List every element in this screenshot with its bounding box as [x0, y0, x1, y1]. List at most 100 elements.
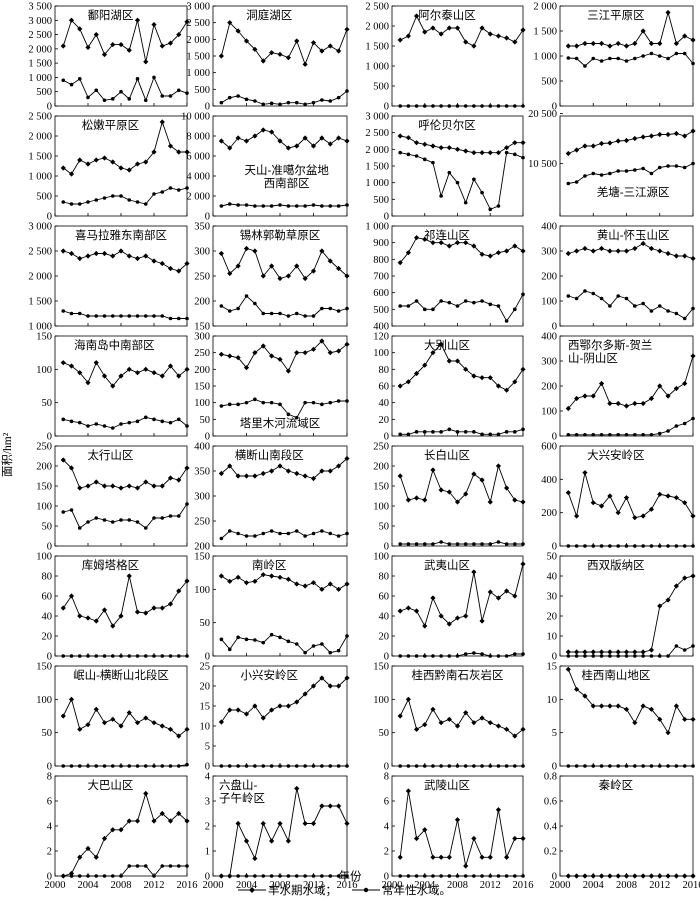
point-circle	[286, 314, 291, 318]
point-diamond	[184, 149, 190, 155]
point-diamond	[413, 140, 420, 146]
point-diamond	[269, 263, 275, 269]
point-diamond	[665, 597, 671, 603]
point-diamond	[665, 250, 671, 257]
point-diamond	[673, 130, 679, 137]
point-circle	[624, 169, 629, 173]
point-circle	[261, 204, 266, 208]
point-circle	[311, 203, 316, 207]
x-tick-label: 2008	[111, 880, 132, 891]
point-diamond	[184, 19, 190, 25]
subplot: 0 10 20 30 40 50 西双版纳区	[547, 552, 696, 663]
y-tick-label: 0	[205, 212, 210, 223]
point-diamond	[582, 40, 588, 47]
y-tick-label: 8	[384, 772, 389, 783]
point-diamond	[446, 145, 452, 151]
y-tick-label: 2 500	[365, 2, 389, 13]
point-circle	[69, 419, 74, 424]
point-circle	[624, 874, 629, 878]
y-tick-label: 2	[47, 847, 52, 858]
point-circle	[447, 874, 452, 878]
point-diamond	[430, 706, 436, 712]
point-diamond	[487, 499, 493, 505]
point-diamond	[143, 610, 149, 616]
x-tick-label: 2012	[649, 880, 670, 891]
point-diamond	[657, 248, 663, 254]
point-diamond	[673, 40, 679, 47]
point-diamond	[504, 854, 510, 860]
point-circle	[185, 424, 189, 428]
point-circle	[119, 194, 123, 198]
point-diamond	[607, 140, 613, 146]
point-diamond	[512, 140, 518, 146]
y-tick-label: 6 000	[186, 152, 210, 163]
point-diamond	[487, 150, 493, 156]
point-circle	[455, 542, 460, 546]
y-tick-label: 0.6	[544, 797, 557, 808]
y-tick-label: 1 000	[365, 222, 389, 233]
point-circle	[328, 531, 333, 536]
x-tick-label: 2016	[337, 880, 358, 891]
y-tick-label: 0.2	[544, 847, 557, 858]
point-diamond	[327, 803, 333, 809]
point-circle	[278, 531, 282, 536]
point-diamond	[285, 838, 291, 844]
point-circle	[480, 874, 484, 878]
y-tick-label: 1 000	[28, 73, 52, 84]
x-tick-label: 2008	[616, 880, 637, 891]
subplot-title: 库姆塔格区	[82, 558, 140, 572]
legend-diamond	[249, 887, 255, 893]
subplot-title: 阿尔泰山区	[418, 8, 476, 22]
y-tick-label: 3 000	[186, 2, 210, 13]
point-circle	[398, 150, 402, 155]
point-circle	[143, 314, 148, 318]
point-circle	[406, 152, 411, 157]
point-diamond	[159, 119, 165, 125]
point-circle	[431, 104, 435, 108]
point-diamond	[294, 38, 300, 44]
point-diamond	[405, 379, 411, 385]
point-circle	[278, 635, 282, 640]
point-circle	[278, 402, 282, 407]
point-circle	[236, 94, 240, 98]
point-circle	[244, 294, 249, 298]
y-tick-label: 300	[194, 332, 210, 343]
point-diamond	[422, 497, 428, 503]
point-circle	[504, 654, 509, 658]
point-diamond	[151, 605, 157, 611]
subplot: 0 2 4 6 8 2000 2004 2008 2012 2016 大巴山区	[45, 772, 198, 892]
y-tick-label: 200	[541, 272, 557, 283]
y-tick-label: 150	[36, 482, 52, 493]
point-diamond	[397, 37, 403, 43]
point-circle	[294, 764, 299, 768]
point-circle	[278, 764, 282, 768]
series-line	[568, 130, 694, 154]
subplot: 0 20 40 60 80 100 武夷山区	[373, 552, 526, 663]
point-diamond	[235, 707, 241, 713]
point-circle	[320, 204, 324, 208]
y-tick-label: 1 000	[28, 322, 52, 333]
x-tick-label: 2000	[45, 880, 66, 891]
point-diamond	[487, 720, 493, 726]
point-diamond	[235, 263, 241, 269]
point-diamond	[344, 455, 350, 462]
point-diamond	[110, 41, 116, 48]
point-circle	[261, 102, 266, 107]
point-diamond	[623, 248, 630, 254]
point-diamond	[344, 820, 350, 827]
subplot-title: 桂西黔南石灰岩区	[412, 668, 504, 682]
point-circle	[504, 430, 509, 434]
point-circle	[227, 529, 232, 533]
point-circle	[406, 874, 411, 878]
point-circle	[77, 420, 82, 425]
point-diamond	[405, 696, 411, 702]
point-diamond	[269, 129, 275, 135]
point-circle	[608, 56, 612, 61]
point-diamond	[126, 573, 132, 579]
point-circle	[69, 508, 74, 512]
point-diamond	[159, 723, 165, 729]
point-diamond	[294, 581, 300, 587]
point-diamond	[495, 807, 502, 813]
point-diamond	[598, 40, 605, 47]
point-diamond	[446, 243, 452, 249]
